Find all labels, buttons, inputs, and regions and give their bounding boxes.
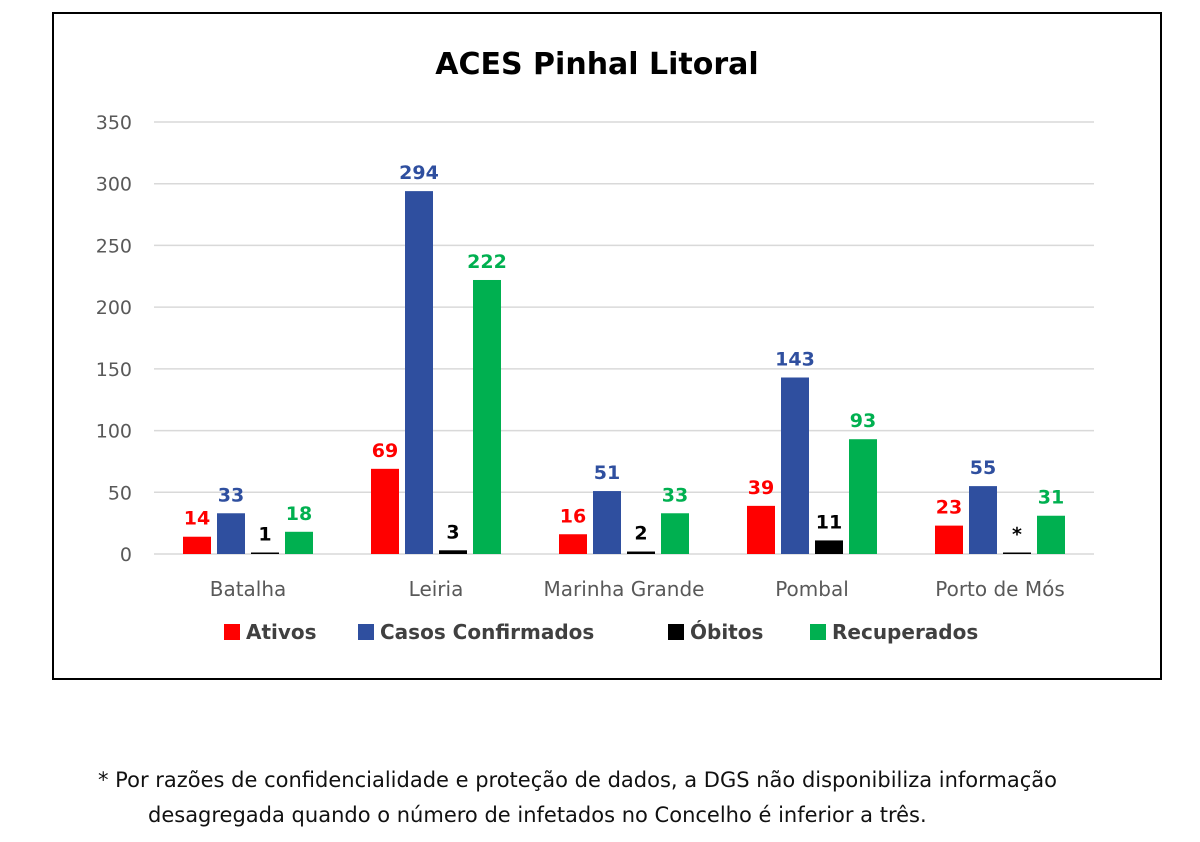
bar-casos-confirmados [593,491,621,554]
legend: Ativos Casos Confirmados Óbitos Recuperados [224,620,978,644]
y-tick-label: 200 [96,297,132,319]
data-label: 39 [748,477,774,499]
data-label: 294 [399,162,439,184]
bar-chart: ACES Pinhal Litoral 05010015020025030035… [96,47,1094,644]
y-tick-label: 50 [108,482,132,504]
data-label: 3 [446,521,459,543]
y-axis-ticks: 0 50 100 150 200 250 300 350 [96,112,132,566]
legend-label: Óbitos [690,620,763,644]
legend-swatch [224,624,240,640]
bar-ativos [183,536,211,554]
y-tick-label: 0 [120,544,132,566]
data-label: 69 [372,440,398,462]
data-label: * [1012,524,1022,546]
x-category-label: Batalha [210,577,287,601]
legend-label: Casos Confirmados [380,620,594,644]
y-tick-label: 300 [96,174,132,196]
bar-recuperados [473,279,501,554]
bar-recuperados [661,513,689,554]
data-label: 11 [816,511,842,533]
footnote-line-2: desagregada quando o número de infetados… [148,803,927,827]
data-label: 55 [970,457,996,479]
bar-óbitos [1003,552,1031,554]
legend-label: Ativos [246,620,317,644]
legend-swatch [668,624,684,640]
bars [183,191,1065,554]
data-label: 33 [218,484,244,506]
data-label: 14 [184,508,210,530]
chart-frame: ACES Pinhal Litoral 0 50 100 150 200 250 300 35… [52,12,1162,680]
bar-casos-confirmados [405,191,433,554]
data-label: 33 [662,484,688,506]
y-tick-label: 150 [96,359,132,381]
x-category-label: Porto de Mós [935,577,1065,601]
legend-swatch [358,624,374,640]
bar-ativos [371,468,399,554]
y-tick-label: 100 [96,421,132,443]
chart-title: ACES Pinhal Litoral [435,47,758,82]
x-category-label: Leiria [409,577,464,601]
y-tick-label: 250 [96,235,132,257]
x-category-label: Marinha Grande [544,577,705,601]
bar-ativos [559,534,587,554]
x-axis-categories: Batalha Leiria Marinha Grande Pombal Porto d… [210,577,1065,601]
footnote-line-1: * Por razões de confidencialidade e prot… [98,768,1058,792]
data-label: 23 [936,497,962,519]
bar-óbitos [439,550,467,554]
bar-casos-confirmados [781,377,809,554]
bar-ativos [747,505,775,554]
bar-casos-confirmados [217,513,245,554]
legend-swatch [810,624,826,640]
bar-ativos [935,525,963,554]
data-label: 222 [467,251,507,273]
bar-óbitos [627,551,655,554]
y-tick-label: 350 [96,112,132,134]
bar-óbitos [251,552,279,554]
bar-recuperados [285,531,313,554]
legend-label: Recuperados [832,620,978,644]
bar-óbitos [815,540,843,554]
bar-casos-confirmados [969,486,997,554]
data-label: 51 [594,462,620,484]
bar-recuperados [849,439,877,554]
bar-recuperados [1037,515,1065,554]
x-category-label: Pombal [775,577,849,601]
data-label: 18 [286,503,312,525]
data-label: 31 [1038,487,1064,509]
data-label: 16 [560,505,586,527]
data-label: 143 [775,348,815,370]
data-labels: 14 33 1 18 69 294 3 222 16 51 2 33 39 143 11 93 23 55 * 31 [184,162,1064,545]
grid-lines [154,121,1094,555]
data-label: 1 [258,524,271,546]
data-label: 93 [850,410,876,432]
data-label: 2 [634,523,647,545]
